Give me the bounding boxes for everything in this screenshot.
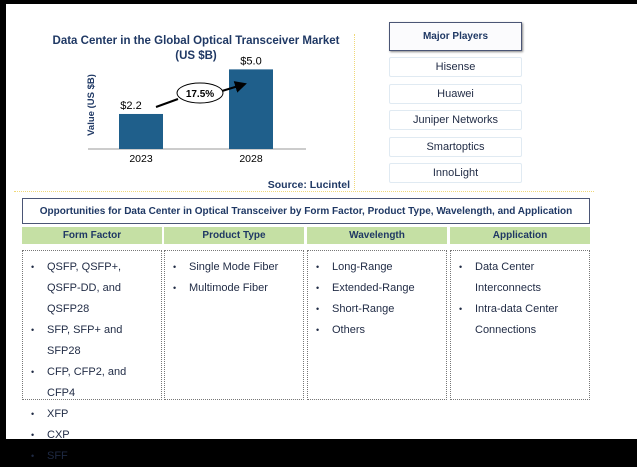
cagr-label: 17.5% [186,89,214,100]
column-box: QSFP, QSFP+, QSFP-DD, and QSFP28SFP, SFP… [22,250,162,467]
player-item: Hisense [389,57,522,77]
bullet-list: Single Mode FiberMultimode Fiber [171,257,299,299]
list-item: Others [314,320,442,341]
bullet-list: QSFP, QSFP+, QSFP-DD, and QSFP28SFP, SFP… [29,257,157,467]
list-item: QSFP, QSFP+, QSFP-DD, and QSFP28 [29,257,157,320]
column-header: Application [450,227,590,244]
x-tick-label: 2023 [129,153,153,165]
data-label: $2.2 [120,100,141,112]
cagr-ellipse [176,82,224,104]
divider-horizontal [14,191,594,192]
player-item: InnoLight [389,163,522,183]
list-item: Long-Range [314,257,442,278]
opportunities-title: Opportunities for Data Center in Optical… [22,198,590,224]
player-item: Smartoptics [389,137,522,157]
column-box: Data Center InterconnectsIntra-data Cent… [450,250,590,400]
list-item: Multimode Fiber [171,278,299,299]
list-item: SFF [29,446,157,467]
cagr-arrow-right [221,81,247,93]
bullet-list: Long-RangeExtended-RangeShort-RangeOther… [314,257,442,341]
chart-title: Data Center in the Global Optical Transc… [46,34,346,64]
bar-2023 [119,113,163,149]
x-tick-label: 2028 [239,153,263,165]
list-item: CFP, CFP2, and CFP4 [29,362,157,404]
list-item: XFP [29,404,157,425]
infographic: Data Center in the Global Optical Transc… [6,4,637,467]
column-header: Form Factor [22,227,162,244]
cagr-arrow-left [155,98,179,108]
bar-2028 [229,69,273,149]
source-label: Source: Lucintel [267,179,350,191]
divider-vertical [354,34,355,190]
bullet-list: Data Center InterconnectsIntra-data Cent… [457,257,585,341]
column-header: Product Type [164,227,304,244]
player-item: Juniper Networks [389,110,522,130]
column-box: Single Mode FiberMultimode Fiber [164,250,304,400]
chart-title-text: Data Center in the Global Optical Transc… [52,35,340,47]
list-item: Extended-Range [314,278,442,299]
list-item: Short-Range [314,299,442,320]
list-item: Intra-data Center Connections [457,299,585,341]
player-item: Huawei [389,84,522,104]
column-box: Long-RangeExtended-RangeShort-RangeOther… [307,250,447,400]
list-item: CXP [29,425,157,446]
major-players-title: Major Players [389,22,522,51]
list-item: SFP, SFP+ and SFP28 [29,320,157,362]
list-item: Single Mode Fiber [171,257,299,278]
y-axis-label: Value (US $B) [86,74,97,136]
column-header: Wavelength [307,227,447,244]
data-label: $5.0 [240,55,261,67]
bar-chart: Value (US $B) $2.2 2023 $5.0 2028 17.5% [86,55,306,165]
chart-subtitle: (US $B) [175,50,217,62]
list-item: Data Center Interconnects [457,257,585,299]
